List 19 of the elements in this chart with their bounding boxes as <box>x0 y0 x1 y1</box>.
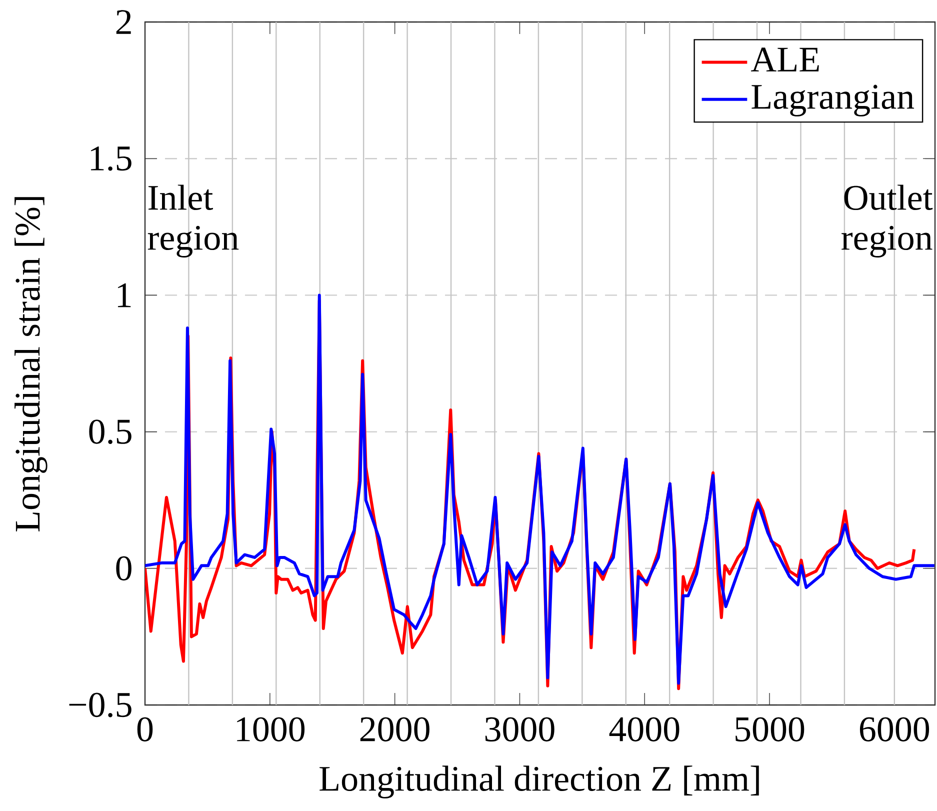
y-tick-label: 2 <box>116 10 131 34</box>
x-tick-label: 1000 <box>237 717 305 742</box>
y-tick-label: 1.5 <box>90 146 132 171</box>
x-tick-label: 2000 <box>360 717 430 742</box>
legend-label: Lagrangian <box>752 84 914 116</box>
y-tick-label: 0.5 <box>89 420 132 444</box>
x-tick-label: 6000 <box>860 717 930 742</box>
x-tick-label: 0 <box>137 717 153 742</box>
x-tick-label: 4000 <box>609 717 680 742</box>
y-tick-label: 1 <box>118 283 131 308</box>
y-tick-label: 0 <box>116 556 132 581</box>
x-tick-label: 5000 <box>736 717 804 742</box>
legend-label: ALE <box>751 48 819 72</box>
y-axis-title: Longitudinal strain [%] <box>14 197 48 532</box>
y-tick-label: −0.5 <box>69 692 132 718</box>
x-tick-label: 3000 <box>485 717 554 742</box>
annotation: Outlet region <box>842 184 933 258</box>
x-axis-title: Longitudinal direction Z [mm] <box>320 766 759 798</box>
annotation: Inlet region <box>148 184 239 258</box>
